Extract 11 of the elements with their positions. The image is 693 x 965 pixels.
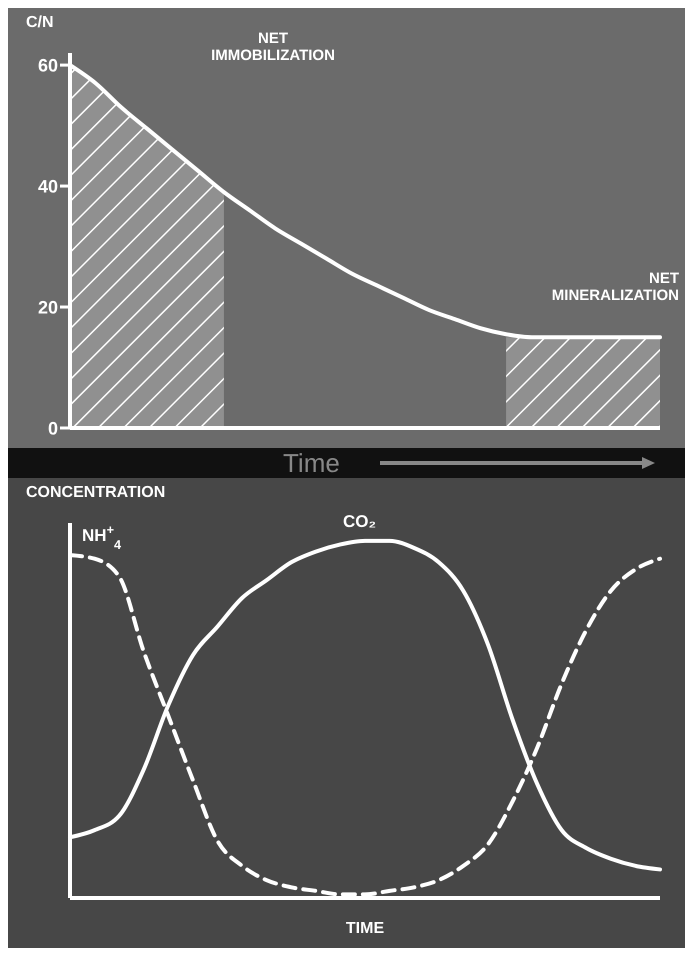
series-label: CO₂ xyxy=(343,512,376,531)
x-axis-title: TIME xyxy=(346,920,384,937)
y-axis-title: CONCENTRATION xyxy=(26,484,166,502)
y-tick-label: 20 xyxy=(38,297,58,318)
y-axis-title: C/N xyxy=(26,14,54,32)
y-tick-label: 40 xyxy=(38,176,58,196)
annotation: NET MINERALIZATION xyxy=(552,270,679,304)
y-tick-label: 60 xyxy=(38,55,58,76)
y-tick-label: 0 xyxy=(48,418,58,438)
annotation: NET IMMOBILIZATION xyxy=(211,30,335,64)
x-axis-title: Time xyxy=(283,448,340,478)
